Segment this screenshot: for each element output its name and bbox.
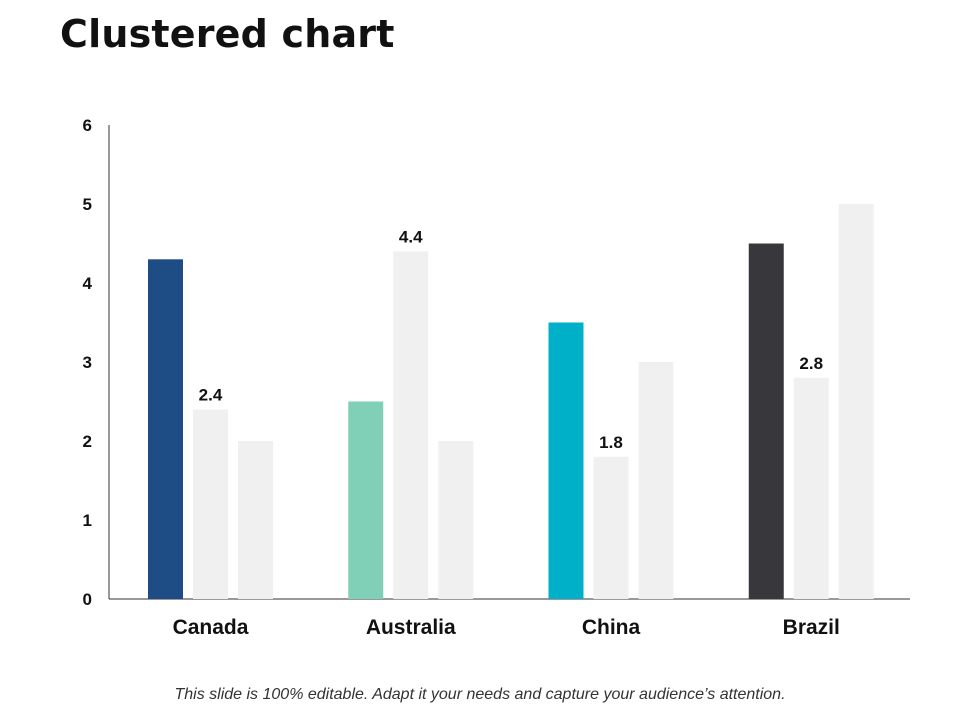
- bar-canada-series-3: [238, 441, 273, 599]
- bar-canada-series-2: [193, 409, 228, 599]
- bar-brazil-series-1: [748, 243, 784, 599]
- bar-china-series-1: [548, 322, 584, 599]
- y-tick-label: 6: [83, 116, 92, 135]
- bar-china-series-2: [593, 456, 629, 599]
- bar-china-series-3: [638, 362, 674, 599]
- x-category-label: Brazil: [783, 616, 840, 639]
- y-tick-label: 4: [83, 274, 93, 293]
- bar-australia-series-3: [438, 441, 474, 599]
- x-category-label: Australia: [366, 616, 456, 639]
- data-label: 2.8: [799, 354, 823, 373]
- data-label: 1.8: [599, 433, 623, 452]
- y-tick-label: 3: [83, 353, 92, 372]
- bar-brazil-series-2: [793, 377, 829, 599]
- bar-brazil-series-3: [838, 204, 874, 599]
- bar-australia-series-2: [393, 251, 429, 599]
- bar-australia-series-1: [348, 401, 384, 599]
- x-category-label: China: [582, 616, 641, 639]
- y-tick-label: 5: [83, 195, 92, 214]
- data-label: 4.4: [399, 227, 423, 246]
- data-label: 2.4: [199, 385, 223, 404]
- bar-canada-series-1: [148, 259, 183, 599]
- x-category-label: Canada: [173, 616, 249, 639]
- footer-caption: This slide is 100% editable. Adapt it yo…: [174, 686, 786, 703]
- y-tick-label: 1: [83, 511, 92, 530]
- y-tick-label: 2: [83, 432, 92, 451]
- y-tick-label: 0: [83, 590, 92, 609]
- page-title: Clustered chart: [60, 12, 395, 56]
